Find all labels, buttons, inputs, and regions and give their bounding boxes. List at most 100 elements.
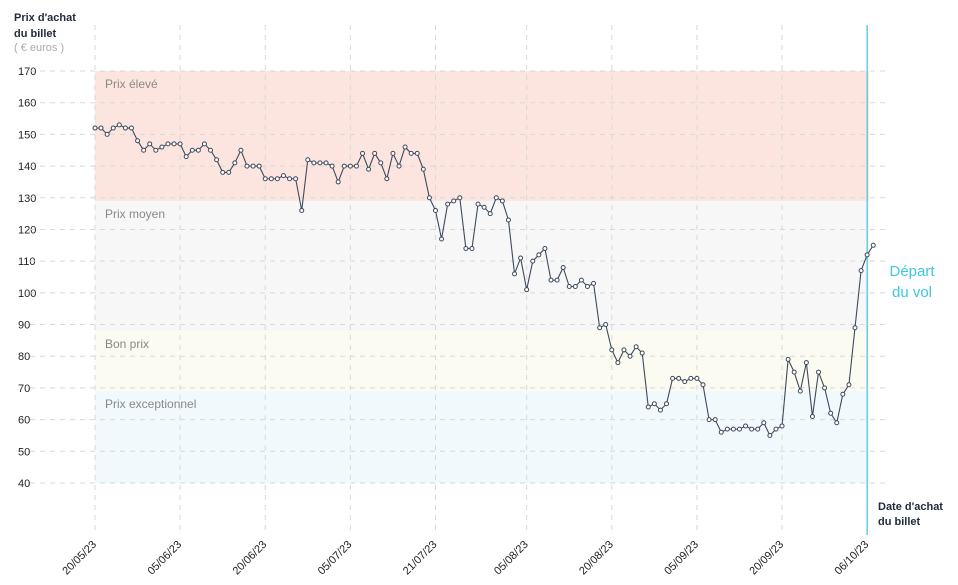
y-axis-unit: ( € euros ) [14,42,64,54]
price-point [232,160,238,166]
price-point [846,382,852,388]
price-point [98,125,104,131]
price-point [402,144,408,150]
band-label: Prix moyen [105,207,165,221]
x-axis-label: du billet [878,516,921,528]
price-point [809,413,815,419]
price-point [554,277,560,283]
departure-label: du vol [892,284,932,301]
y-tick-label: 150 [18,129,36,141]
price-point [591,280,597,286]
price-point [439,236,445,242]
price-point [566,284,572,290]
price-point [226,169,232,175]
price-point [706,417,712,423]
y-tick-label: 100 [18,288,36,300]
y-tick-label: 140 [18,161,36,173]
price-point [858,268,864,274]
price-point [597,325,603,331]
price-point [743,423,749,429]
price-point [384,176,390,182]
price-point [639,350,645,356]
price-point [408,150,414,156]
x-tick-label: 21/07/23 [401,539,440,578]
price-point [499,198,505,204]
price-point [712,417,718,423]
price-point [524,287,530,293]
price-point [463,245,469,251]
price-point [177,141,183,147]
band-label: Prix élevé [105,77,158,91]
x-tick-label: 05/08/23 [492,539,531,578]
price-point [457,195,463,201]
price-point [171,141,177,147]
price-point [621,347,627,353]
y-axis-label: du billet [14,28,57,40]
price-point [487,211,493,217]
price-point [481,204,487,210]
price-point [572,284,578,290]
price-point [250,163,256,169]
x-axis-label: Date d'achat [878,501,943,513]
price-point [445,201,451,207]
x-tick-label: 06/10/23 [833,539,872,578]
price-point [755,426,761,432]
price-point [730,426,736,432]
price-point [840,391,846,397]
price-point [335,179,341,185]
price-point [414,150,420,156]
price-point [238,147,244,153]
price-point [378,160,384,166]
y-tick-label: 50 [18,446,30,458]
price-point [724,426,730,432]
price-point [268,176,274,182]
price-point [189,147,195,153]
y-tick-label: 170 [18,66,36,78]
price-point [195,147,201,153]
price-point [220,169,226,175]
price-point [183,154,189,160]
price-point [609,347,615,353]
price-point [694,375,700,381]
price-point [657,407,663,413]
price-point [147,141,153,147]
price-point [317,160,323,166]
price-point [128,125,134,131]
price-point [280,173,286,179]
x-tick-label: 05/07/23 [316,539,355,578]
price-band [95,71,870,201]
x-tick-label: 20/09/23 [747,539,786,578]
price-point [141,147,147,153]
price-point [736,426,742,432]
y-tick-label: 80 [18,351,30,363]
price-point [536,252,542,258]
price-point [469,245,475,251]
price-point [627,353,633,359]
price-point [822,385,828,391]
price-point [870,242,876,248]
y-tick-label: 160 [18,98,36,110]
price-point [432,207,438,213]
price-point [372,150,378,156]
price-point [287,176,293,182]
price-point [493,195,499,201]
price-point [262,176,268,182]
price-point [426,195,432,201]
price-point [505,217,511,223]
price-point [773,426,779,432]
price-point [299,207,305,213]
y-tick-label: 110 [18,256,36,268]
band-label: Bon prix [105,337,149,351]
price-point [293,176,299,182]
price-point [584,284,590,290]
price-point [688,375,694,381]
price-point [208,147,214,153]
price-point [670,375,676,381]
price-point [548,277,554,283]
y-axis-label: Prix d'achat [14,12,76,24]
price-point [518,255,524,261]
price-point [864,252,870,258]
price-point [353,163,359,169]
price-point [682,379,688,385]
